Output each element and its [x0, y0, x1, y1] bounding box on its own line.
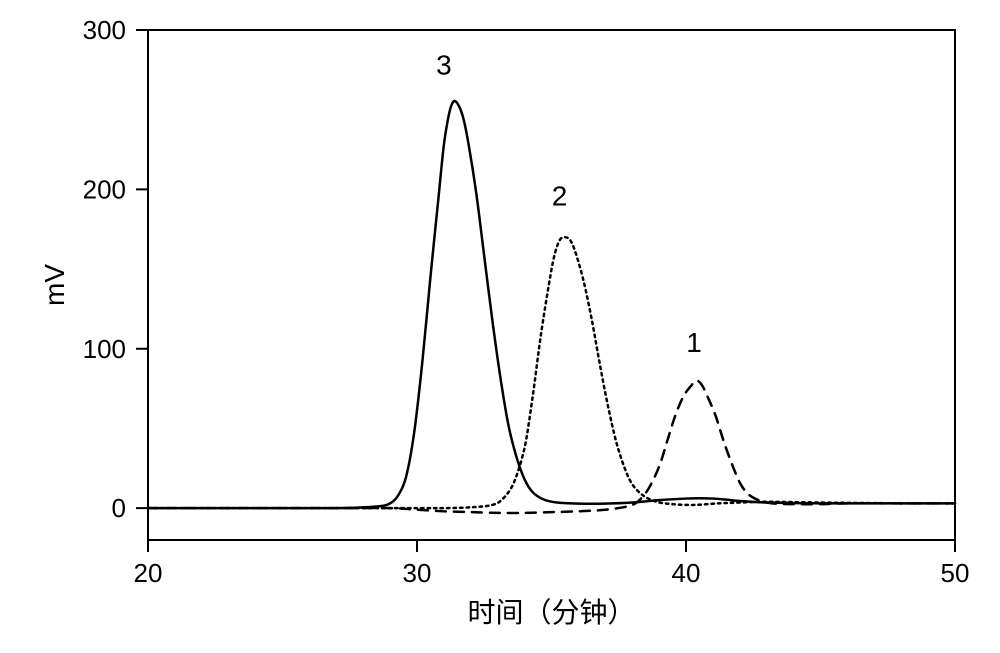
peak-label: 2 — [552, 180, 568, 211]
x-axis-label: 时间（分钟） — [467, 597, 635, 628]
chromatogram-chart: 20 30 40 50 0 100 200 300 时间（分钟） mV 3 2 1 — [0, 0, 1000, 653]
curve-3 — [148, 101, 955, 508]
x-tick-label: 40 — [672, 558, 701, 588]
y-tick-label: 200 — [83, 174, 126, 204]
curve-1 — [148, 381, 955, 513]
plot-box — [148, 30, 955, 540]
curve-2 — [148, 237, 955, 508]
peak-label: 3 — [436, 50, 452, 81]
y-tick-label: 300 — [83, 15, 126, 45]
y-axis-label: mV — [39, 264, 70, 306]
x-tick-label: 20 — [134, 558, 163, 588]
y-tick-label: 100 — [83, 334, 126, 364]
y-tick-label: 0 — [112, 493, 126, 523]
peak-label: 1 — [686, 327, 702, 358]
x-tick-label: 50 — [941, 558, 970, 588]
x-tick-label: 30 — [403, 558, 432, 588]
chart-svg: 20 30 40 50 0 100 200 300 时间（分钟） mV 3 2 1 — [0, 0, 1000, 653]
